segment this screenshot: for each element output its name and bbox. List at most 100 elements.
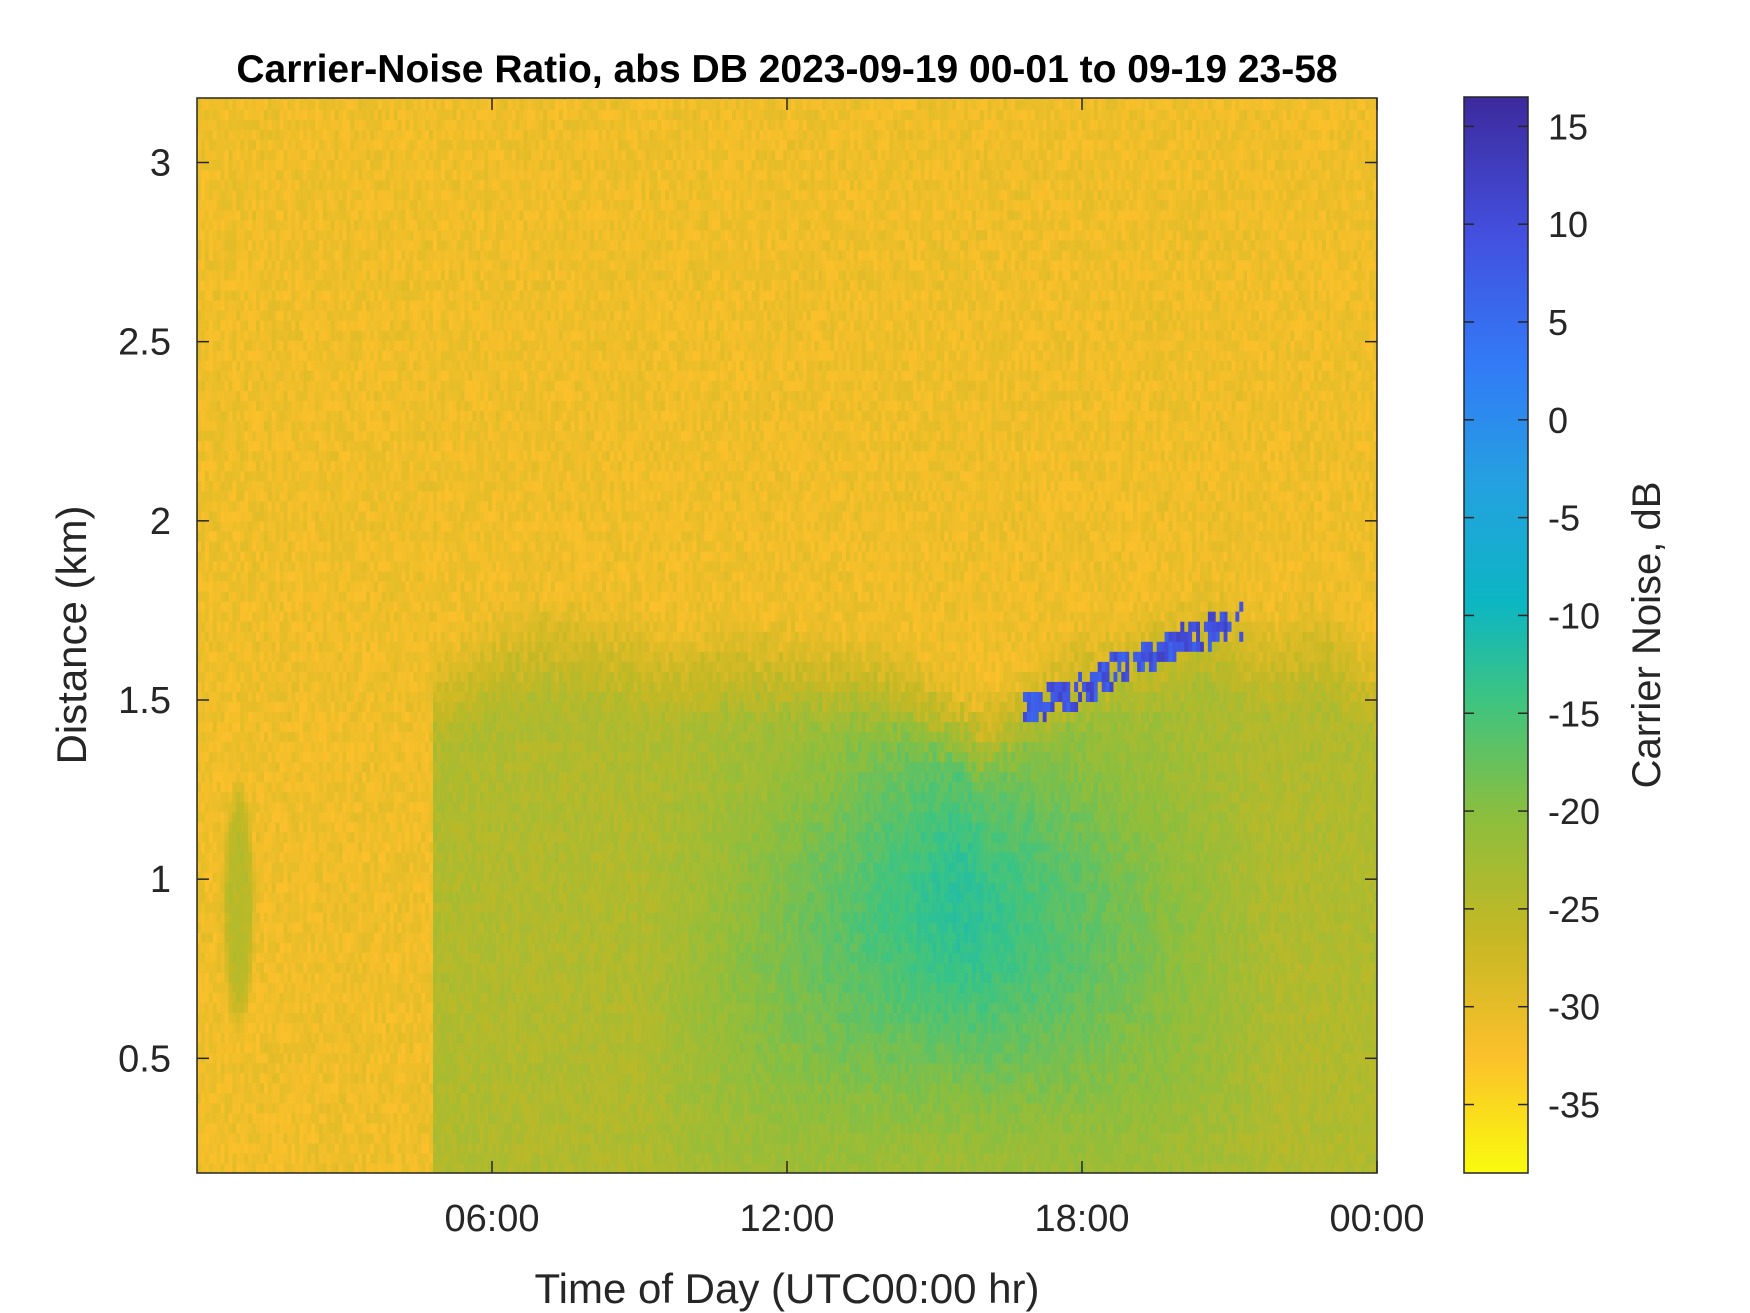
heatmap-cell — [299, 460, 304, 472]
heatmap-cell — [318, 370, 324, 381]
heatmap-cell — [346, 862, 351, 873]
heatmap-cell — [240, 561, 245, 572]
heatmap-cell — [334, 420, 340, 432]
heatmap-cell — [271, 651, 277, 662]
heatmap-cell — [244, 681, 249, 692]
heatmap-cell — [236, 1022, 241, 1034]
heatmap-cell — [212, 109, 218, 121]
heatmap-cell — [283, 781, 288, 793]
heatmap-cell — [299, 1122, 304, 1134]
heatmap-cell — [236, 581, 241, 592]
heatmap-cell — [216, 430, 222, 442]
heatmap-cell — [228, 791, 233, 803]
heatmap-cell — [330, 962, 336, 973]
heatmap-cell — [279, 420, 285, 432]
heatmap-cell — [291, 99, 296, 110]
heatmap-cell — [315, 651, 320, 662]
heatmap-cell — [350, 862, 355, 873]
heatmap-cell — [346, 611, 351, 622]
heatmap-cell — [263, 300, 269, 311]
heatmap-cell — [275, 851, 281, 863]
heatmap-cell — [342, 711, 347, 723]
heatmap-cell — [204, 360, 210, 371]
heatmap-cell — [197, 179, 202, 191]
heatmap-cell — [197, 952, 202, 963]
heatmap-cell — [291, 400, 296, 411]
heatmap-cell — [354, 390, 359, 401]
heatmap-cell — [346, 540, 351, 552]
heatmap-cell — [358, 1082, 363, 1094]
heatmap-cell — [228, 229, 233, 241]
heatmap-cell — [216, 771, 222, 783]
heatmap-cell — [248, 701, 253, 712]
heatmap-cell — [303, 1102, 308, 1114]
heatmap-cell — [259, 239, 265, 251]
heatmap-cell — [263, 1163, 269, 1173]
heatmap-cell — [256, 651, 261, 662]
heatmap-cell — [354, 280, 359, 291]
heatmap-cell — [326, 310, 332, 321]
heatmap-cell — [204, 561, 210, 572]
heatmap-cell — [346, 841, 351, 853]
heatmap-cell — [303, 611, 308, 622]
heatmap-cell — [287, 992, 292, 1003]
heatmap-cell — [303, 751, 308, 763]
heatmap-cell — [377, 1022, 383, 1034]
heatmap-cell — [358, 721, 363, 733]
heatmap-cell — [275, 571, 281, 582]
heatmap-cell — [374, 711, 379, 723]
heatmap-cell — [200, 1102, 206, 1114]
heatmap-cell — [212, 420, 218, 432]
heatmap-cell — [315, 631, 320, 642]
heatmap-cell — [240, 882, 245, 893]
heatmap-cell — [303, 771, 308, 783]
heatmap-cell — [259, 1122, 265, 1134]
heatmap-cell — [315, 300, 320, 311]
heatmap-cell — [208, 841, 214, 853]
heatmap-cell — [342, 249, 347, 261]
heatmap-cell — [204, 1142, 210, 1154]
heatmap-cell — [334, 239, 340, 251]
heatmap-cell — [326, 99, 332, 110]
heatmap-cell — [244, 550, 249, 562]
heatmap-cell — [326, 982, 332, 993]
heatmap-cell — [358, 370, 363, 381]
heatmap-cell — [197, 1072, 202, 1084]
heatmap-cell — [295, 149, 300, 161]
heatmap-cell — [216, 731, 222, 743]
heatmap-cell — [377, 1112, 383, 1124]
heatmap-cell — [334, 1112, 340, 1124]
heatmap-cell — [374, 641, 379, 652]
heatmap-cell — [311, 671, 316, 682]
heatmap-cell — [283, 320, 288, 331]
heatmap-cell — [342, 641, 347, 652]
heatmap-cell — [208, 781, 214, 793]
heatmap-cell — [244, 119, 249, 131]
heatmap-cell — [240, 851, 245, 863]
heatmap-cell — [330, 1032, 336, 1044]
heatmap-cell — [256, 621, 261, 632]
heatmap-cell — [315, 611, 320, 622]
heatmap-cell — [256, 1132, 261, 1144]
heatmap-cell — [318, 550, 324, 562]
heatmap-cell — [287, 882, 292, 893]
heatmap-cell — [330, 98, 336, 100]
heatmap-cell — [263, 510, 269, 522]
heatmap-cell — [252, 851, 257, 863]
heatmap-cell — [358, 1132, 363, 1144]
heatmap-cell — [279, 571, 285, 582]
heatmap-cell — [275, 1082, 281, 1094]
heatmap-cell — [259, 771, 265, 783]
heatmap-cell — [338, 841, 344, 853]
heatmap-cell — [275, 601, 281, 612]
heatmap-cell — [295, 912, 300, 923]
heatmap-cell — [236, 851, 241, 863]
heatmap-cell — [244, 219, 249, 231]
heatmap-cell — [267, 460, 273, 472]
heatmap-cell — [228, 601, 233, 612]
heatmap-cell — [346, 340, 351, 351]
heatmap-cell — [326, 1002, 332, 1013]
heatmap-cell — [267, 801, 273, 813]
heatmap-cell — [299, 209, 304, 221]
heatmap-cell — [271, 761, 277, 773]
